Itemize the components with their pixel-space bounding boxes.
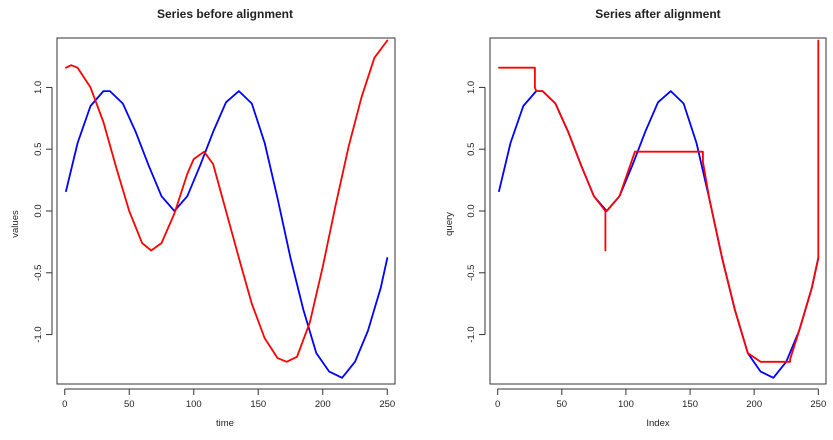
x-tick-label: 50 — [557, 399, 568, 410]
plot-area: 0 50 100 150 200 250 -1.0 -0.5 0.0 0.5 1.0 — [33, 37, 396, 410]
plot-area: 0 50 100 150 200 250 -1.0 -0.5 0.0 0.5 1.0 — [466, 37, 827, 410]
y-tick-label: 0.0 — [33, 204, 44, 217]
chart-panel-before: Series before alignment 0 50 100 150 200 250 -… — [10, 7, 396, 429]
x-tick-label: 50 — [124, 399, 135, 410]
y-tick-label: -0.5 — [466, 265, 477, 281]
series-line-2 — [498, 39, 820, 363]
series-line-2 — [65, 39, 389, 363]
x-tick-label: 100 — [186, 399, 202, 410]
y-tick-label: 1.0 — [466, 81, 477, 94]
x-tick-label: 0 — [495, 399, 500, 410]
y-tick-label: 0.5 — [466, 143, 477, 156]
x-tick-label: 0 — [62, 399, 67, 410]
x-tick-label: 250 — [379, 399, 395, 410]
y-axis-label: values — [10, 210, 21, 238]
plot-frame — [489, 37, 827, 385]
series-line-1 — [498, 90, 820, 379]
x-tick-label: 200 — [746, 399, 762, 410]
y-tick-label: -1.0 — [33, 326, 44, 342]
y-tick-label: 0.0 — [466, 204, 477, 217]
chart-panel-after: Series after alignment 0 50 100 150 200 250 -1… — [444, 7, 827, 429]
x-tick-label: 250 — [810, 399, 826, 410]
x-tick-label: 100 — [618, 399, 634, 410]
y-tick-label: -0.5 — [33, 265, 44, 281]
plot-frame — [56, 37, 396, 385]
y-tick-label: 1.0 — [33, 81, 44, 94]
y-axis-label: query — [444, 212, 455, 236]
chart-title: Series after alignment — [595, 7, 720, 21]
x-axis-label: time — [216, 418, 234, 429]
y-tick-label: -1.0 — [466, 326, 477, 342]
x-axis-label: Index — [646, 418, 669, 429]
x-tick-label: 200 — [315, 399, 331, 410]
y-tick-label: 0.5 — [33, 143, 44, 156]
x-tick-label: 150 — [250, 399, 266, 410]
x-tick-label: 150 — [682, 399, 698, 410]
series-line-1 — [65, 90, 389, 379]
chart-title: Series before alignment — [157, 7, 293, 21]
